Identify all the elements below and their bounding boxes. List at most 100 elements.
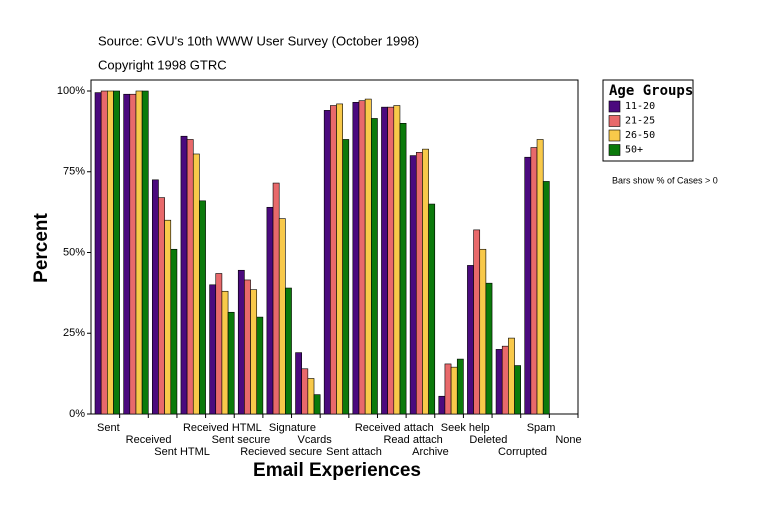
- bar: [336, 103, 343, 415]
- bar: [227, 311, 235, 415]
- bar: [536, 139, 544, 415]
- bar: [342, 139, 350, 415]
- bar: [192, 153, 200, 415]
- y-tick-label: 75%: [63, 166, 85, 178]
- bar: [215, 273, 223, 415]
- x-tick-label: None: [555, 434, 581, 446]
- bar: [399, 123, 407, 415]
- bar: [256, 316, 264, 415]
- x-tick-label: Sent secure: [212, 434, 271, 446]
- bar: [415, 152, 423, 415]
- bar: [450, 366, 458, 415]
- y-tick-label: 100%: [57, 85, 85, 97]
- bar: [330, 105, 337, 415]
- bar: [409, 155, 417, 415]
- bar: [479, 248, 487, 415]
- bar: [158, 197, 165, 415]
- chart-subtitle: Copyright 1998 GTRC: [98, 57, 227, 72]
- bar: [352, 102, 360, 415]
- bar: [508, 337, 515, 415]
- bar: [485, 282, 493, 415]
- bar: [524, 156, 532, 415]
- legend-swatch: [608, 129, 621, 142]
- bar: [371, 118, 378, 415]
- bar: [285, 287, 292, 415]
- bar: [100, 90, 108, 415]
- x-tick-label: Vcards: [298, 434, 333, 446]
- bar: [278, 218, 286, 415]
- bar: [170, 248, 178, 415]
- bar: [387, 106, 395, 415]
- y-tick-label: 0%: [69, 408, 85, 420]
- x-tick-label: Corrupted: [498, 446, 547, 458]
- y-tick-label: 25%: [63, 327, 85, 339]
- bar: [107, 90, 114, 415]
- x-tick-label: Read attach: [383, 434, 442, 446]
- bar: [186, 139, 194, 415]
- legend-label: 50+: [625, 145, 643, 156]
- legend-label: 26-50: [625, 130, 655, 141]
- y-tick-label: 50%: [63, 246, 85, 258]
- bar: [428, 203, 436, 415]
- bar: [530, 147, 538, 415]
- bar: [250, 289, 258, 415]
- x-tick-label: Received attach: [355, 422, 434, 434]
- y-axis-title: Percent: [31, 212, 52, 282]
- bar: [266, 206, 274, 415]
- x-tick-label: Sent attach: [326, 446, 382, 458]
- bar: [237, 269, 245, 415]
- legend-title: Age Groups: [609, 83, 693, 99]
- bar: [467, 265, 474, 415]
- bar: [438, 395, 446, 415]
- bar: [151, 179, 159, 415]
- bar: [295, 352, 302, 415]
- x-tick-label: Received HTML: [183, 422, 262, 434]
- x-tick-label: Recieved secure: [240, 446, 322, 458]
- legend-label: 11-20: [625, 101, 655, 112]
- x-tick-label: Deleted: [469, 434, 507, 446]
- x-tick-label: Seek help: [441, 422, 490, 434]
- x-tick-label: Spam: [527, 422, 556, 434]
- legend-swatch: [608, 144, 621, 156]
- x-tick-label: Signature: [269, 422, 316, 434]
- bar: [244, 279, 251, 415]
- bar: [444, 363, 452, 415]
- bar: [495, 349, 503, 415]
- bar: [422, 148, 429, 415]
- bar: [301, 368, 309, 415]
- bar: [456, 358, 464, 415]
- x-tick-label: Received: [126, 434, 172, 446]
- bar: [358, 100, 366, 415]
- bar: [542, 181, 550, 415]
- x-axis-title: Email Experiences: [253, 460, 421, 481]
- bar: [123, 93, 131, 415]
- bar: [473, 229, 481, 415]
- chart-title: Source: GVU's 10th WWW User Survey (Octo…: [98, 33, 419, 48]
- bar: [501, 345, 509, 415]
- bar: [199, 200, 206, 415]
- bar: [129, 93, 137, 415]
- legend-label: 21-25: [625, 116, 655, 127]
- legend-swatch: [608, 115, 621, 127]
- bar: [514, 365, 522, 415]
- bar: [164, 219, 172, 415]
- bar: [393, 105, 401, 415]
- bar: [113, 90, 120, 415]
- x-tick-label: Sent: [97, 422, 120, 434]
- x-tick-label: Sent HTML: [154, 446, 210, 458]
- bar: [94, 92, 102, 415]
- bar: [364, 98, 372, 415]
- bar: [323, 110, 331, 415]
- x-tick-label: Archive: [412, 446, 449, 458]
- bar: [272, 182, 280, 415]
- legend-swatch: [608, 100, 621, 113]
- bar: [135, 90, 143, 415]
- bar: [381, 106, 388, 415]
- bar: [221, 290, 229, 415]
- bar: [313, 394, 321, 415]
- bar: [307, 378, 315, 415]
- note: Bars show % of Cases > 0: [612, 175, 718, 185]
- bar: [180, 135, 188, 415]
- bar: [141, 90, 149, 415]
